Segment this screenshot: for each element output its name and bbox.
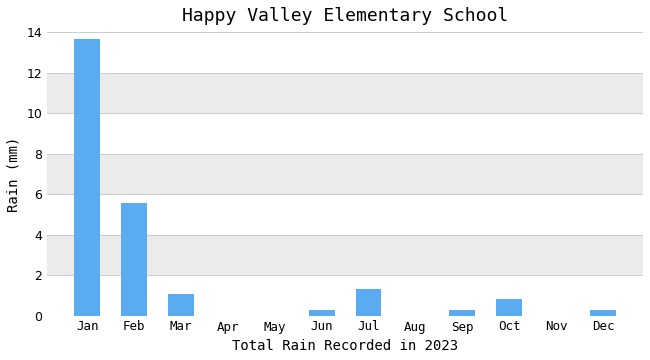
Bar	[47, 154, 643, 194]
Bar	[47, 235, 643, 275]
X-axis label: Total Rain Recorded in 2023: Total Rain Recorded in 2023	[232, 339, 458, 353]
Bar	[121, 203, 147, 316]
Bar	[74, 39, 100, 316]
Y-axis label: Rain (mm): Rain (mm)	[7, 136, 21, 212]
Bar	[309, 310, 335, 316]
Title: Happy Valley Elementary School: Happy Valley Elementary School	[182, 7, 508, 25]
Bar	[356, 289, 382, 316]
Bar	[590, 310, 616, 316]
Bar	[47, 73, 643, 113]
Bar	[497, 299, 522, 316]
Bar	[450, 310, 475, 316]
Bar	[168, 294, 194, 316]
